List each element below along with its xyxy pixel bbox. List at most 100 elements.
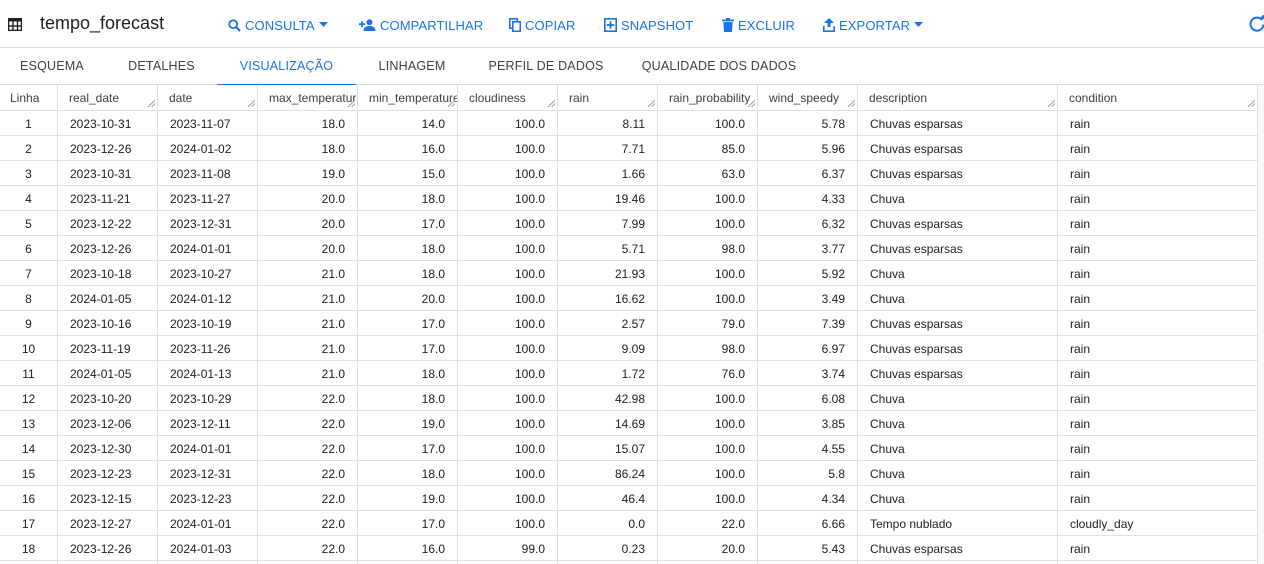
table-row[interactable]: 11 2024-01-05 2024-01-13 21.0 18.0 100.0 1.72 7… [0, 361, 1258, 386]
table-row[interactable]: 4 2023-11-21 2023-11-27 20.0 18.0 100.0 19.46 1… [0, 186, 1258, 211]
copiar-button[interactable]: COPIAR [509, 16, 575, 34]
cell-date[interactable]: 2023-11-27 [158, 186, 258, 210]
row-number[interactable]: 5 [0, 211, 58, 235]
table-row[interactable]: 5 2023-12-22 2023-12-31 20.0 17.0 100.0 7.99 10… [0, 211, 1258, 236]
cell-max-temperature[interactable]: 21.0 [258, 311, 358, 335]
cell-date[interactable]: 2024-01-01 [158, 236, 258, 260]
cell-rain-probability[interactable]: 76.0 [658, 361, 758, 385]
cell-date[interactable]: 2023-12-23 [158, 486, 258, 510]
cell-min-temperature[interactable]: 16.0 [358, 536, 458, 560]
cell-date[interactable]: 2024-01-12 [158, 286, 258, 310]
column-resize-handle-icon[interactable] [448, 100, 455, 107]
row-number[interactable]: 4 [0, 186, 58, 210]
vertical-scrollbar[interactable] [1258, 85, 1264, 564]
cell-rain[interactable]: 7.71 [558, 136, 658, 160]
cell-cloudiness[interactable]: 100.0 [458, 236, 558, 260]
cell-date[interactable]: 2023-10-27 [158, 261, 258, 285]
cell-condition[interactable]: rain [1058, 136, 1258, 160]
cell-description[interactable]: Chuvas esparsas [858, 236, 1058, 260]
cell-cloudiness[interactable]: 99.0 [458, 536, 558, 560]
cell-description[interactable]: Chuva [858, 286, 1058, 310]
cell-condition[interactable]: rain [1058, 461, 1258, 485]
tab-visualizacao[interactable]: VISUALIZAÇÃO [217, 48, 356, 86]
cell-date[interactable]: 2024-01-01 [158, 436, 258, 460]
exportar-button[interactable]: EXPORTAR [823, 16, 924, 34]
column-header-date[interactable]: date [158, 85, 258, 110]
cell-cloudiness[interactable]: 100.0 [458, 386, 558, 410]
row-number[interactable]: 17 [0, 511, 58, 535]
cell-min-temperature[interactable]: 18.0 [358, 386, 458, 410]
cell-max-temperature[interactable]: 21.0 [258, 261, 358, 285]
column-resize-handle-icon[interactable] [348, 100, 355, 107]
cell-min-temperature[interactable]: 17.0 [358, 561, 458, 564]
cell-min-temperature[interactable]: 18.0 [358, 236, 458, 260]
table-row[interactable]: 1 2023-10-31 2023-11-07 18.0 14.0 100.0 8.11 10… [0, 111, 1258, 136]
column-header-rain[interactable]: rain [558, 85, 658, 110]
cell-max-temperature[interactable]: 21.0 [258, 286, 358, 310]
table-row[interactable]: 9 2023-10-16 2023-10-19 21.0 17.0 100.0 2.57 79… [0, 311, 1258, 336]
cell-wind-speedy[interactable]: 5.92 [758, 261, 858, 285]
table-row[interactable]: 6 2023-12-26 2024-01-01 20.0 18.0 100.0 5.71 98… [0, 236, 1258, 261]
refresh-icon[interactable] [1248, 15, 1264, 33]
cell-description[interactable]: Chuvas esparsas [858, 561, 1058, 564]
table-row[interactable]: 8 2024-01-05 2024-01-12 21.0 20.0 100.0 16.62 1… [0, 286, 1258, 311]
cell-cloudiness[interactable]: 100.0 [458, 111, 558, 135]
cell-rain-probability[interactable]: 100.0 [658, 286, 758, 310]
table-row[interactable]: 18 2023-12-26 2024-01-03 22.0 16.0 99.0 0.23 20… [0, 536, 1258, 561]
row-number[interactable]: 19 [0, 561, 58, 564]
cell-condition[interactable]: rain [1058, 386, 1258, 410]
column-header-min-temperature[interactable]: min_temperature [358, 85, 458, 110]
cell-date[interactable]: 2024-01-01 [158, 511, 258, 535]
cell-rain-probability[interactable]: 100.0 [658, 261, 758, 285]
cell-wind-speedy[interactable]: 4.55 [758, 436, 858, 460]
row-number[interactable]: 16 [0, 486, 58, 510]
cell-condition[interactable]: cloudly_day [1058, 511, 1258, 535]
cell-date[interactable]: 2023-11-14 [158, 561, 258, 564]
cell-wind-speedy[interactable]: 3.74 [758, 361, 858, 385]
table-row[interactable]: 3 2023-10-31 2023-11-08 19.0 15.0 100.0 1.66 63… [0, 161, 1258, 186]
cell-description[interactable]: Chuva [858, 386, 1058, 410]
cell-rain[interactable]: 0.23 [558, 536, 658, 560]
column-header-max-temperature[interactable]: max_temperature [258, 85, 358, 110]
cell-description[interactable]: Chuvas esparsas [858, 136, 1058, 160]
cell-date[interactable]: 2023-10-19 [158, 311, 258, 335]
row-number[interactable]: 14 [0, 436, 58, 460]
cell-rain-probability[interactable]: 100.0 [658, 461, 758, 485]
cell-cloudiness[interactable]: 100.0 [458, 486, 558, 510]
cell-wind-speedy[interactable]: 3.77 [758, 236, 858, 260]
cell-min-temperature[interactable]: 15.0 [358, 161, 458, 185]
cell-max-temperature[interactable]: 22.0 [258, 411, 358, 435]
cell-min-temperature[interactable]: 19.0 [358, 486, 458, 510]
cell-condition[interactable]: rain [1058, 411, 1258, 435]
snapshot-button[interactable]: SNAPSHOT [604, 16, 693, 34]
tab-perfil-de-dados[interactable]: PERFIL DE DADOS [488, 59, 604, 73]
tab-detalhes[interactable]: DETALHES [128, 59, 195, 73]
excluir-button[interactable]: EXCLUIR [722, 16, 795, 34]
cell-min-temperature[interactable]: 18.0 [358, 186, 458, 210]
row-number[interactable]: 3 [0, 161, 58, 185]
table-row[interactable]: 2 2023-12-26 2024-01-02 18.0 16.0 100.0 7.71 85… [0, 136, 1258, 161]
cell-cloudiness[interactable]: 100.0 [458, 261, 558, 285]
cell-rain-probability[interactable]: 100.0 [658, 436, 758, 460]
tab-qualidade-dos-dados[interactable]: QUALIDADE DOS DADOS [641, 59, 797, 73]
cell-real-date[interactable]: 2023-10-18 [58, 261, 158, 285]
row-number[interactable]: 2 [0, 136, 58, 160]
cell-rain-probability[interactable]: 63.0 [658, 161, 758, 185]
cell-condition[interactable]: rain [1058, 336, 1258, 360]
cell-real-date[interactable]: 2023-10-20 [58, 386, 158, 410]
column-header-rain-probability[interactable]: rain_probability [658, 85, 758, 110]
row-number[interactable]: 13 [0, 411, 58, 435]
cell-rain[interactable]: 7.99 [558, 211, 658, 235]
cell-max-temperature[interactable]: 21.0 [258, 361, 358, 385]
column-header-wind-speedy[interactable]: wind_speedy [758, 85, 858, 110]
cell-condition[interactable]: rain [1058, 111, 1258, 135]
cell-condition[interactable]: rain [1058, 211, 1258, 235]
cell-real-date[interactable]: 2023-10-31 [58, 111, 158, 135]
cell-real-date[interactable]: 2023-11-06 [58, 561, 158, 564]
cell-max-temperature[interactable]: 20.0 [258, 236, 358, 260]
cell-description[interactable]: Chuva [858, 261, 1058, 285]
cell-date[interactable]: 2024-01-02 [158, 136, 258, 160]
cell-cloudiness[interactable]: 100.0 [458, 461, 558, 485]
cell-real-date[interactable]: 2024-01-05 [58, 361, 158, 385]
table-row[interactable]: 16 2023-12-15 2023-12-23 22.0 19.0 100.0 46.4 1… [0, 486, 1258, 511]
